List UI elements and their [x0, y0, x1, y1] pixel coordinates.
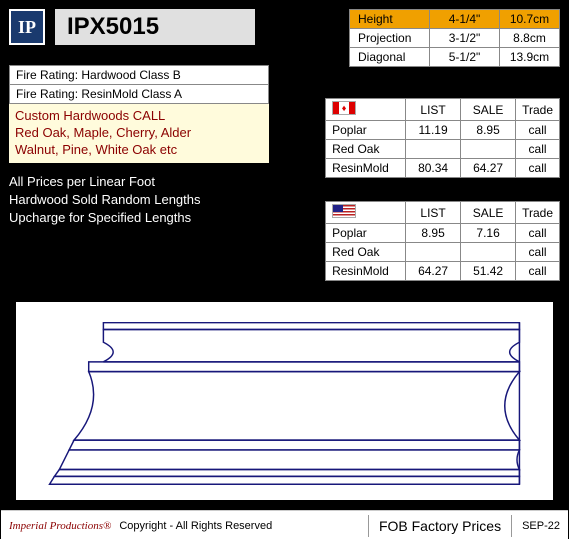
dim-label: Diagonal [350, 48, 430, 67]
price-table-usa: LIST SALE Trade Poplar8.957.16call Red O… [325, 201, 560, 281]
material: Poplar [326, 224, 406, 243]
col-sale: SALE [461, 99, 516, 121]
sale-price: 8.95 [461, 121, 516, 140]
list-price: 8.95 [406, 224, 461, 243]
list-price [406, 140, 461, 159]
dim-label: Projection [350, 29, 430, 48]
material: ResinMold [326, 262, 406, 281]
trade-price: call [516, 140, 560, 159]
footer-brand: Imperial Productions® [9, 520, 111, 532]
sale-price: 7.16 [461, 224, 516, 243]
footer-date: SEP-22 [522, 520, 560, 532]
product-card: IP IPX5015 Height 4-1/4" 10.7cm Projecti… [0, 0, 569, 539]
list-price [406, 243, 461, 262]
flag-canada: ♦ [326, 99, 406, 121]
crown-molding-profile-icon [22, 308, 547, 494]
profile-drawing [15, 301, 554, 501]
custom-hardwoods-note: Custom Hardwoods CALL Red Oak, Maple, Ch… [9, 104, 269, 163]
trade-price: call [516, 262, 560, 281]
dim-imperial: 5-1/2" [430, 48, 500, 67]
sale-price [461, 243, 516, 262]
dim-metric: 10.7cm [500, 10, 560, 29]
trade-price: call [516, 224, 560, 243]
footer: Imperial Productions® Copyright - All Ri… [1, 510, 568, 540]
flag-usa [326, 202, 406, 224]
logo: IP [9, 9, 45, 45]
list-price: 80.34 [406, 159, 461, 178]
dimensions-table: Height 4-1/4" 10.7cm Projection 3-1/2" 8… [349, 9, 560, 67]
dim-metric: 8.8cm [500, 29, 560, 48]
material: ResinMold [326, 159, 406, 178]
separator [368, 515, 369, 537]
dim-metric: 13.9cm [500, 48, 560, 67]
material: Poplar [326, 121, 406, 140]
custom-line: Walnut, Pine, White Oak etc [15, 142, 263, 159]
main-panel: IP IPX5015 Height 4-1/4" 10.7cm Projecti… [1, 1, 568, 510]
sale-price: 51.42 [461, 262, 516, 281]
custom-line: Red Oak, Maple, Cherry, Alder [15, 125, 263, 142]
col-sale: SALE [461, 202, 516, 224]
fire-rating-resinmold: Fire Rating: ResinMold Class A [9, 85, 269, 104]
price-table-canada: ♦ LIST SALE Trade Poplar11.198.95call Re… [325, 98, 560, 178]
product-code: IPX5015 [55, 9, 255, 45]
material: Red Oak [326, 243, 406, 262]
dim-imperial: 4-1/4" [430, 10, 500, 29]
custom-line: Custom Hardwoods CALL [15, 108, 263, 125]
separator [511, 515, 512, 537]
col-list: LIST [406, 202, 461, 224]
list-price: 64.27 [406, 262, 461, 281]
trade-price: call [516, 243, 560, 262]
fire-rating-hardwood: Fire Rating: Hardwood Class B [9, 65, 269, 85]
footer-copyright: Copyright - All Rights Reserved [119, 520, 272, 532]
trade-price: call [516, 159, 560, 178]
sale-price: 64.27 [461, 159, 516, 178]
footer-fob: FOB Factory Prices [379, 518, 501, 534]
dim-imperial: 3-1/2" [430, 29, 500, 48]
col-trade: Trade [516, 202, 560, 224]
trade-price: call [516, 121, 560, 140]
col-trade: Trade [516, 99, 560, 121]
sale-price [461, 140, 516, 159]
material: Red Oak [326, 140, 406, 159]
dim-label: Height [350, 10, 430, 29]
list-price: 11.19 [406, 121, 461, 140]
col-list: LIST [406, 99, 461, 121]
